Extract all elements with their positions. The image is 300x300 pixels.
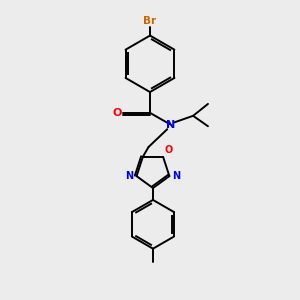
- Text: N: N: [166, 120, 176, 130]
- Text: N: N: [125, 171, 134, 181]
- Text: Br: Br: [143, 16, 157, 26]
- Text: O: O: [165, 146, 173, 155]
- Text: O: O: [112, 108, 122, 118]
- Text: N: N: [172, 171, 181, 181]
